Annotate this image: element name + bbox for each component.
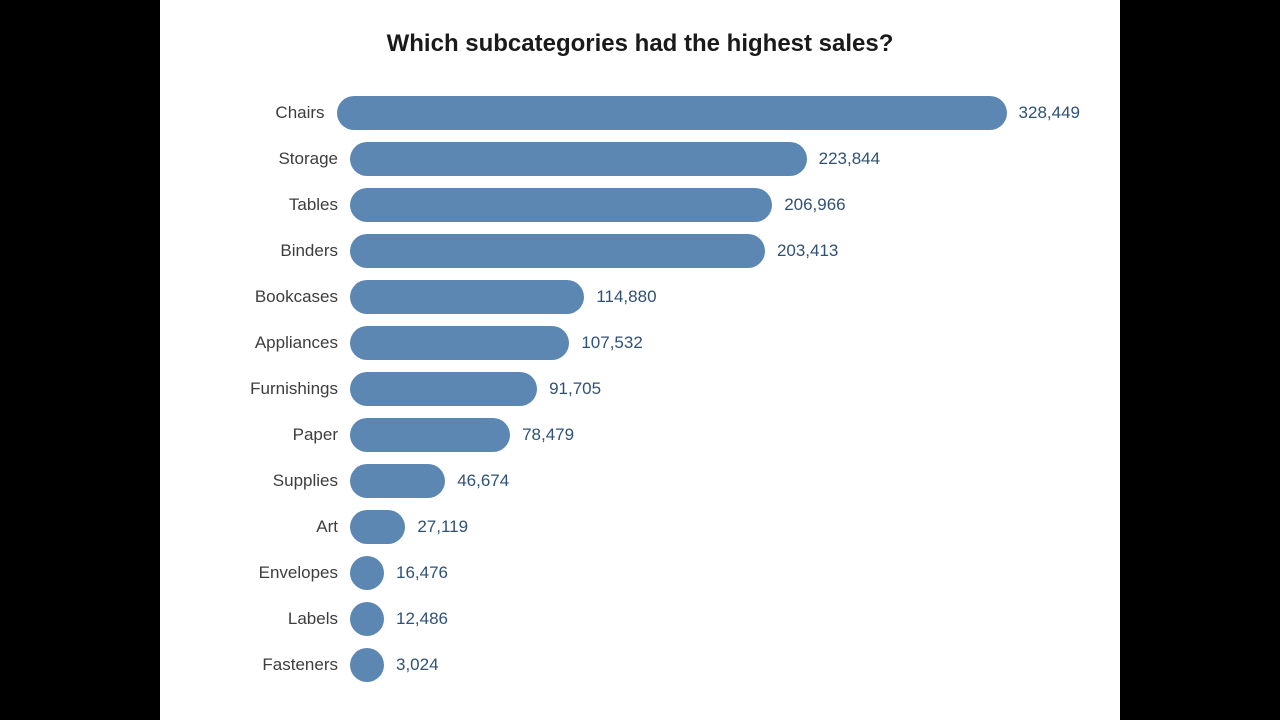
value-label: 206,966 (772, 195, 845, 215)
chart-row: Fasteners 3,024 (200, 642, 1080, 688)
category-label: Storage (200, 149, 350, 169)
chart-row: Binders 203,413 (200, 228, 1080, 274)
chart-row: Labels 12,486 (200, 596, 1080, 642)
bar (337, 96, 1007, 130)
chart-row: Appliances 107,532 (200, 320, 1080, 366)
chart-row: Tables 206,966 (200, 182, 1080, 228)
bar-area: 223,844 (350, 136, 1080, 182)
bar (350, 418, 510, 452)
bar (350, 648, 384, 682)
bar-area: 3,024 (350, 642, 1080, 688)
value-label: 27,119 (405, 517, 468, 537)
value-label: 78,479 (510, 425, 574, 445)
chart-row: Bookcases 114,880 (200, 274, 1080, 320)
bar-area: 114,880 (350, 274, 1080, 320)
bar-area: 206,966 (350, 182, 1080, 228)
chart-container: Which subcategories had the highest sale… (160, 0, 1120, 720)
category-label: Appliances (200, 333, 350, 353)
category-label: Supplies (200, 471, 350, 491)
value-label: 46,674 (445, 471, 509, 491)
bar-area: 91,705 (350, 366, 1080, 412)
chart-row: Art 27,119 (200, 504, 1080, 550)
category-label: Envelopes (200, 563, 350, 583)
bar (350, 510, 405, 544)
bar (350, 280, 584, 314)
category-label: Binders (200, 241, 350, 261)
value-label: 114,880 (584, 287, 656, 307)
bar (350, 464, 445, 498)
value-label: 91,705 (537, 379, 601, 399)
bar-area: 328,449 (337, 90, 1080, 136)
bar (350, 188, 772, 222)
value-label: 203,413 (765, 241, 838, 261)
bar-area: 12,486 (350, 596, 1080, 642)
value-label: 223,844 (807, 149, 880, 169)
bar-area: 27,119 (350, 504, 1080, 550)
bar (350, 602, 384, 636)
bar (350, 556, 384, 590)
chart-row: Chairs 328,449 (200, 90, 1080, 136)
category-label: Tables (200, 195, 350, 215)
chart-row: Envelopes 16,476 (200, 550, 1080, 596)
bar (350, 372, 537, 406)
bar-area: 203,413 (350, 228, 1080, 274)
category-label: Furnishings (200, 379, 350, 399)
chart-row: Paper 78,479 (200, 412, 1080, 458)
bar (350, 234, 765, 268)
value-label: 107,532 (569, 333, 642, 353)
bar-area: 16,476 (350, 550, 1080, 596)
bar-area: 107,532 (350, 320, 1080, 366)
category-label: Art (200, 517, 350, 537)
category-label: Fasteners (200, 655, 350, 675)
bar-area: 78,479 (350, 412, 1080, 458)
category-label: Chairs (200, 103, 337, 123)
value-label: 16,476 (384, 563, 448, 583)
bar (350, 142, 807, 176)
chart-row: Storage 223,844 (200, 136, 1080, 182)
bar (350, 326, 569, 360)
chart-row: Furnishings 91,705 (200, 366, 1080, 412)
category-label: Bookcases (200, 287, 350, 307)
value-label: 3,024 (384, 655, 439, 675)
bar-area: 46,674 (350, 458, 1080, 504)
category-label: Paper (200, 425, 350, 445)
category-label: Labels (200, 609, 350, 629)
chart-row: Supplies 46,674 (200, 458, 1080, 504)
value-label: 328,449 (1007, 103, 1080, 123)
value-label: 12,486 (384, 609, 448, 629)
chart-title: Which subcategories had the highest sale… (200, 30, 1080, 58)
chart-body: Chairs 328,449 Storage 223,844 Tables 206,966… (200, 90, 1080, 688)
